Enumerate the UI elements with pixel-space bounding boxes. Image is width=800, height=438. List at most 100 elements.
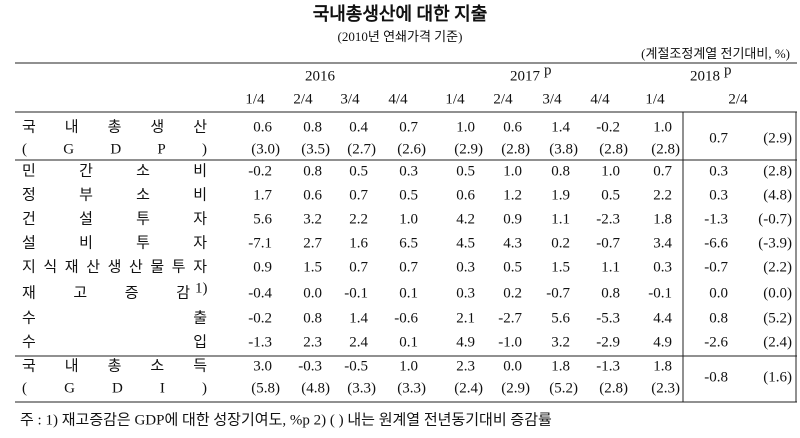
value: 0.3 <box>456 259 475 275</box>
row-label: 정부소비 <box>22 186 207 203</box>
value: -0.3 <box>298 358 322 374</box>
value: 0.7 <box>399 259 418 275</box>
value: 4.5 <box>456 235 475 251</box>
value: -0.2 <box>248 310 272 326</box>
value: 1.0 <box>653 119 672 135</box>
value: 1.1 <box>551 211 570 227</box>
value: 0.8 <box>551 163 570 179</box>
value: 1.0 <box>399 358 418 374</box>
yoy: (-0.7) <box>758 211 792 227</box>
value: -1.3 <box>248 334 272 350</box>
value: 3.0 <box>253 358 272 374</box>
value: 1.6 <box>349 235 368 251</box>
value: -0.5 <box>344 358 368 374</box>
quarter: 2/4 <box>293 91 313 107</box>
value: 0.9 <box>253 259 272 275</box>
value: -0.6 <box>394 310 418 326</box>
value: 2.2 <box>349 211 368 227</box>
yoy: (2.8) <box>599 141 628 157</box>
quarter: 4/4 <box>590 91 610 107</box>
yoy: (2.8) <box>501 141 530 157</box>
yoy: (2.3) <box>651 380 680 396</box>
quarter: 2/4 <box>493 91 513 107</box>
value: 0.1 <box>399 285 418 301</box>
value: 0.1 <box>399 334 418 350</box>
value: 0.5 <box>349 163 368 179</box>
row-label: 민간소비 <box>22 162 207 179</box>
value: 2.7 <box>303 235 322 251</box>
value: 0.0 <box>303 285 322 301</box>
value: -0.1 <box>648 285 672 301</box>
value: 0.6 <box>456 187 475 203</box>
row-label: 설비투자 <box>22 234 207 251</box>
value: 0.3 <box>709 187 728 203</box>
value: -2.7 <box>498 310 522 326</box>
yoy: (1.6) <box>763 369 792 385</box>
yoy: (2.9) <box>501 380 530 396</box>
value: -1.3 <box>596 358 620 374</box>
row-sublabel: (GDP) <box>22 141 207 157</box>
quarter: 1/4 <box>445 91 465 107</box>
yoy: (2.9) <box>763 130 792 146</box>
value: -0.7 <box>704 259 728 275</box>
value: 4.9 <box>653 334 672 350</box>
value: 1.7 <box>253 187 272 203</box>
value: 0.2 <box>551 235 570 251</box>
year: 2016 <box>305 68 336 84</box>
value: 3.2 <box>551 334 570 350</box>
value: 0.3 <box>456 285 475 301</box>
value: 0.6 <box>503 119 522 135</box>
value: 1.4 <box>551 119 570 135</box>
value: 2.4 <box>349 334 368 350</box>
yoy: (4.8) <box>301 380 330 396</box>
value: 5.6 <box>253 211 272 227</box>
value: -1.0 <box>498 334 522 350</box>
value: 2.1 <box>456 310 475 326</box>
value: -0.8 <box>704 369 728 385</box>
value: 0.7 <box>653 163 672 179</box>
value: 2.3 <box>456 358 475 374</box>
value: -0.2 <box>248 163 272 179</box>
row-sublabel: (GDI) <box>22 380 207 396</box>
value: 4.2 <box>456 211 475 227</box>
value: 1.1 <box>601 259 620 275</box>
yoy: (2.8) <box>763 163 792 179</box>
value: 0.3 <box>653 259 672 275</box>
value: 1.8 <box>551 358 570 374</box>
yoy: (-3.9) <box>758 235 792 251</box>
yoy: (2.6) <box>397 141 426 157</box>
yoy: (2.4) <box>763 334 792 350</box>
value: 1.4 <box>349 310 368 326</box>
quarter: 1/4 <box>245 91 265 107</box>
value: -0.7 <box>546 285 570 301</box>
yoy: (2.9) <box>454 141 483 157</box>
value: 1.0 <box>399 211 418 227</box>
value: 1.5 <box>303 259 322 275</box>
value: 1.8 <box>653 358 672 374</box>
yoy: (2.2) <box>763 259 792 275</box>
value: -6.6 <box>704 235 728 251</box>
row-label: 수입 <box>22 333 207 350</box>
yoy: (5.8) <box>251 380 280 396</box>
row-label: 수출 <box>22 309 207 326</box>
value: 1.0 <box>503 163 522 179</box>
yoy: (3.3) <box>397 380 426 396</box>
yoy: (2.7) <box>347 141 376 157</box>
value: 2.3 <box>303 334 322 350</box>
unit: (계절조정계열 전기대비, %) <box>641 46 790 61</box>
value: 0.8 <box>709 310 728 326</box>
value: -1.3 <box>704 211 728 227</box>
value: 4.3 <box>503 235 522 251</box>
row-label: 건설투자 <box>22 210 207 227</box>
value: 0.8 <box>601 285 620 301</box>
quarter: 3/4 <box>542 91 562 107</box>
value: 0.5 <box>399 187 418 203</box>
value: 0.6 <box>253 119 272 135</box>
year-sup: p <box>544 62 552 78</box>
yoy: (2.4) <box>454 380 483 396</box>
row-label: 지식재산생산물투자 <box>22 258 207 275</box>
value: -2.6 <box>704 334 728 350</box>
value: 1.5 <box>551 259 570 275</box>
value: -0.4 <box>248 285 272 301</box>
value: 1.8 <box>653 211 672 227</box>
